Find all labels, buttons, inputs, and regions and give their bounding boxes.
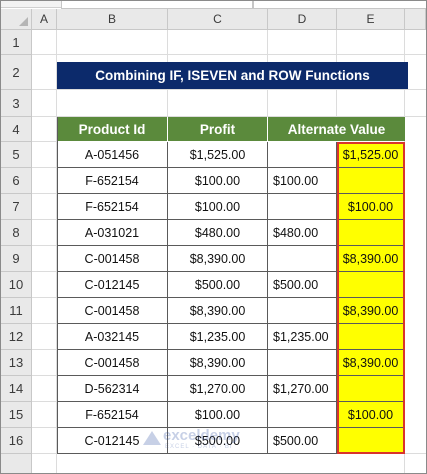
cell-profit[interactable]: $1,525.00 — [168, 142, 268, 168]
cell-alternate-d[interactable]: $100.00 — [268, 168, 337, 194]
row-header-5[interactable]: 5 — [1, 142, 32, 168]
cell-alternate-d[interactable] — [268, 402, 337, 428]
cell-product-id[interactable]: C-001458 — [57, 246, 168, 272]
cell-profit[interactable]: $100.00 — [168, 402, 268, 428]
cell-alternate-d[interactable]: $1,235.00 — [268, 324, 337, 350]
cell-alternate-e[interactable]: $8,390.00 — [337, 298, 405, 324]
row-header-11[interactable]: 11 — [1, 298, 32, 324]
cell-product-id[interactable]: C-001458 — [57, 350, 168, 376]
gridline — [32, 219, 57, 220]
cell-alternate-d[interactable] — [268, 298, 337, 324]
cell-alternate-e[interactable] — [337, 272, 405, 298]
gridline — [32, 141, 57, 142]
row-header-16[interactable]: 16 — [1, 428, 32, 454]
cell-profit[interactable]: $100.00 — [168, 194, 268, 220]
gridline — [56, 117, 57, 473]
cell-product-id[interactable]: C-012145 — [57, 428, 168, 454]
cell-alternate-d[interactable] — [268, 142, 337, 168]
gridline — [32, 245, 57, 246]
row-header-14[interactable]: 14 — [1, 376, 32, 402]
row-header-13[interactable]: 13 — [1, 350, 32, 376]
gridline — [32, 271, 57, 272]
cell-alternate-e[interactable] — [337, 220, 405, 246]
gridline — [32, 89, 426, 90]
cell-profit[interactable]: $8,390.00 — [168, 350, 268, 376]
column-header-a[interactable]: A — [32, 9, 57, 30]
cell-product-id[interactable]: F-652154 — [57, 168, 168, 194]
cell-profit[interactable]: $100.00 — [168, 168, 268, 194]
row-header-1[interactable]: 1 — [1, 30, 32, 55]
header-profit[interactable]: Profit — [168, 117, 268, 141]
gridline — [32, 116, 426, 117]
cell-alternate-d[interactable]: $480.00 — [268, 220, 337, 246]
column-header-e[interactable]: E — [337, 9, 405, 30]
cell-alternate-e[interactable]: $8,390.00 — [337, 350, 405, 376]
gridline — [32, 323, 57, 324]
cell-product-id[interactable]: F-652154 — [57, 194, 168, 220]
row-header-10[interactable]: 10 — [1, 272, 32, 298]
cell-product-id[interactable]: D-562314 — [57, 376, 168, 402]
row-header-4[interactable]: 4 — [1, 117, 32, 142]
gridline — [32, 54, 426, 55]
toolbar-tab-edge — [61, 1, 253, 9]
cell-profit[interactable]: $8,390.00 — [168, 246, 268, 272]
select-all-button[interactable] — [1, 9, 32, 30]
toolbar-tab-edge — [253, 1, 426, 9]
gridline — [56, 30, 57, 117]
cell-product-id[interactable]: A-031021 — [57, 220, 168, 246]
gridline — [32, 375, 57, 376]
cell-product-id[interactable]: C-012145 — [57, 272, 168, 298]
row-header-15[interactable]: 15 — [1, 402, 32, 428]
cell-alternate-e[interactable]: $1,525.00 — [337, 142, 405, 168]
cell-profit[interactable]: $500.00 — [168, 272, 268, 298]
cell-alternate-e[interactable]: $100.00 — [337, 402, 405, 428]
column-header-next[interactable] — [405, 9, 426, 30]
cell-alternate-d[interactable]: $500.00 — [268, 428, 337, 454]
cell-alternate-e[interactable]: $100.00 — [337, 194, 405, 220]
row-header-7[interactable]: 7 — [1, 194, 32, 220]
cell-product-id[interactable]: A-032145 — [57, 324, 168, 350]
cell-alternate-d[interactable] — [268, 246, 337, 272]
table-border — [57, 117, 58, 454]
ribbon-edge — [1, 1, 426, 9]
sheet-title[interactable]: Combining IF, ISEVEN and ROW Functions — [57, 62, 408, 89]
gridline — [32, 167, 57, 168]
row-header-17[interactable] — [1, 454, 32, 473]
header-alternate-value[interactable]: Alternate Value — [268, 117, 405, 141]
cell-profit[interactable]: $1,235.00 — [168, 324, 268, 350]
gridline — [32, 297, 57, 298]
cell-alternate-d[interactable]: $1,270.00 — [268, 376, 337, 402]
cell-alternate-e[interactable]: $8,390.00 — [337, 246, 405, 272]
column-header-c[interactable]: C — [168, 9, 268, 30]
cell-alternate-d[interactable]: $500.00 — [268, 272, 337, 298]
row-header-8[interactable]: 8 — [1, 220, 32, 246]
cell-product-id[interactable]: C-001458 — [57, 298, 168, 324]
row-header-2[interactable]: 2 — [1, 55, 32, 90]
cell-profit[interactable]: $1,270.00 — [168, 376, 268, 402]
gridline — [32, 193, 57, 194]
cell-alternate-e[interactable] — [337, 428, 405, 454]
cell-product-id[interactable]: F-652154 — [57, 402, 168, 428]
cell-alternate-e[interactable] — [337, 168, 405, 194]
header-product-id[interactable]: Product Id — [57, 117, 168, 141]
column-header-d[interactable]: D — [268, 9, 337, 30]
cell-profit[interactable]: $8,390.00 — [168, 298, 268, 324]
cell-product-id[interactable]: A-051456 — [57, 142, 168, 168]
gridline — [32, 401, 57, 402]
cell-profit[interactable]: $480.00 — [168, 220, 268, 246]
cell-profit[interactable]: $500.00 — [168, 428, 268, 454]
row-header-6[interactable]: 6 — [1, 168, 32, 194]
gridline — [32, 349, 57, 350]
row-header-3[interactable]: 3 — [1, 90, 32, 117]
column-header-b[interactable]: B — [57, 9, 168, 30]
cell-alternate-e[interactable] — [337, 376, 405, 402]
cell-alternate-d[interactable] — [268, 194, 337, 220]
gridline — [32, 427, 57, 428]
cell-alternate-d[interactable] — [268, 350, 337, 376]
cell-alternate-e[interactable] — [337, 324, 405, 350]
row-header-9[interactable]: 9 — [1, 246, 32, 272]
row-header-12[interactable]: 12 — [1, 324, 32, 350]
